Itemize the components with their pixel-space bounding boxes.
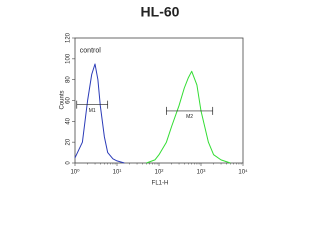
y-tick-label: 20 bbox=[66, 138, 72, 145]
y-tick-label: 100 bbox=[66, 53, 72, 64]
y-axis-label: Counts bbox=[60, 90, 66, 109]
chart-title: HL-60 bbox=[141, 4, 180, 20]
marker-label: M1 bbox=[89, 108, 96, 114]
annotation: control bbox=[80, 47, 101, 54]
y-tick-label: 40 bbox=[66, 117, 72, 124]
y-tick-label: 120 bbox=[66, 32, 72, 43]
x-tick-label: 10⁴ bbox=[238, 169, 248, 176]
x-tick-label: 10¹ bbox=[113, 170, 122, 176]
chart: HL-60 FL1-H Counts 0 20 40 60 80 100 120 10⁰ 10¹… bbox=[60, 4, 248, 187]
marker-label: M2 bbox=[186, 114, 193, 120]
x-axis-label: FL1-H bbox=[152, 181, 169, 187]
series-line bbox=[146, 70, 231, 164]
series-line bbox=[74, 63, 125, 164]
x-tick-label: 10⁰ bbox=[70, 169, 80, 176]
y-tick-label: 80 bbox=[66, 76, 72, 83]
x-tick-label: 10² bbox=[155, 170, 164, 176]
x-tick-label: 10³ bbox=[197, 170, 206, 176]
y-tick-label: 60 bbox=[66, 97, 72, 104]
y-tick-label: 0 bbox=[66, 161, 72, 165]
page: HL-60 FL1-H Counts 0 20 40 60 80 100 120 10⁰ 10¹… bbox=[59, 3, 249, 187]
